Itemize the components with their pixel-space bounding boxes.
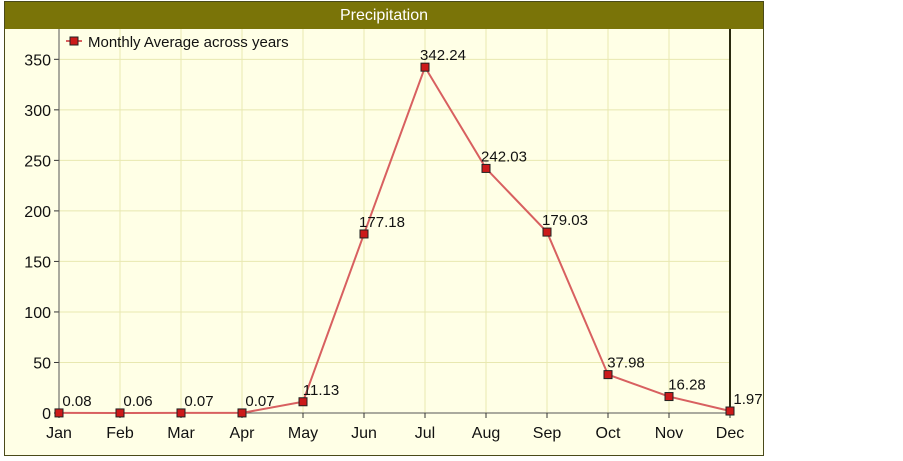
data-label: 37.98 [607, 355, 645, 372]
x-tick-label: Nov [655, 425, 683, 442]
y-tick-label: 150 [24, 254, 51, 271]
data-point-marker [54, 408, 64, 418]
legend: Monthly Average across years [66, 34, 289, 51]
x-tick-label: Jun [351, 425, 377, 442]
data-label: 0.06 [123, 393, 152, 410]
chart-frame: Precipitation [4, 1, 764, 456]
data-point-marker [664, 392, 674, 402]
data-point-marker [237, 408, 247, 418]
data-label: 16.28 [668, 377, 706, 394]
data-point-marker [115, 408, 125, 418]
data-label: 1.97 [733, 391, 762, 408]
data-point-marker [176, 408, 186, 418]
x-tick-label: Apr [230, 425, 256, 442]
x-tick-label: Feb [106, 425, 134, 442]
y-tick-label: 100 [24, 305, 51, 322]
x-tick-label: Mar [167, 425, 195, 442]
data-point-marker [603, 370, 613, 380]
data-label: 0.07 [184, 393, 213, 410]
x-tick-label: Oct [596, 425, 621, 442]
x-tick-label: Aug [472, 425, 500, 442]
y-tick-label: 350 [24, 52, 51, 69]
data-label: 177.18 [359, 214, 405, 231]
data-label: 242.03 [481, 148, 527, 165]
y-tick-label: 250 [24, 153, 51, 170]
legend-entry-label: Monthly Average across years [88, 34, 289, 51]
data-point-marker [542, 227, 552, 237]
chart-title-bar: Precipitation [5, 2, 763, 29]
x-tick-label: May [288, 425, 318, 442]
y-tick-label: 300 [24, 103, 51, 120]
data-point-marker [481, 163, 491, 173]
data-label: 179.03 [542, 212, 588, 229]
x-tick-label: Jan [46, 425, 72, 442]
legend-marker-swatch [69, 36, 79, 46]
data-point-marker [298, 397, 308, 407]
data-point-marker [359, 229, 369, 239]
data-label: 0.07 [245, 393, 274, 410]
data-label-layer: 0.08 0.06 0.07 0.07 11.13 177.18 342.24 242.03 1… [62, 47, 762, 410]
series-layer [54, 62, 735, 418]
y-tick-label: 50 [33, 355, 51, 372]
data-point-marker [420, 62, 430, 72]
series-line [58, 64, 731, 414]
data-label: 0.08 [62, 393, 91, 410]
chart-title: Precipitation [339, 6, 429, 24]
data-label: 342.24 [420, 47, 466, 64]
y-tick-label: 0 [42, 406, 51, 423]
axis-layer: 0 50 100 150 200 250 300 350 Jan Feb Mar Apr May Jun J… [24, 29, 744, 442]
y-tick-label: 200 [24, 204, 51, 221]
x-tick-label: Dec [716, 425, 744, 442]
x-tick-label: Sep [533, 425, 562, 442]
x-tick-label: Jul [415, 425, 435, 442]
data-label: 11.13 [303, 382, 339, 399]
data-point-marker [725, 406, 735, 416]
